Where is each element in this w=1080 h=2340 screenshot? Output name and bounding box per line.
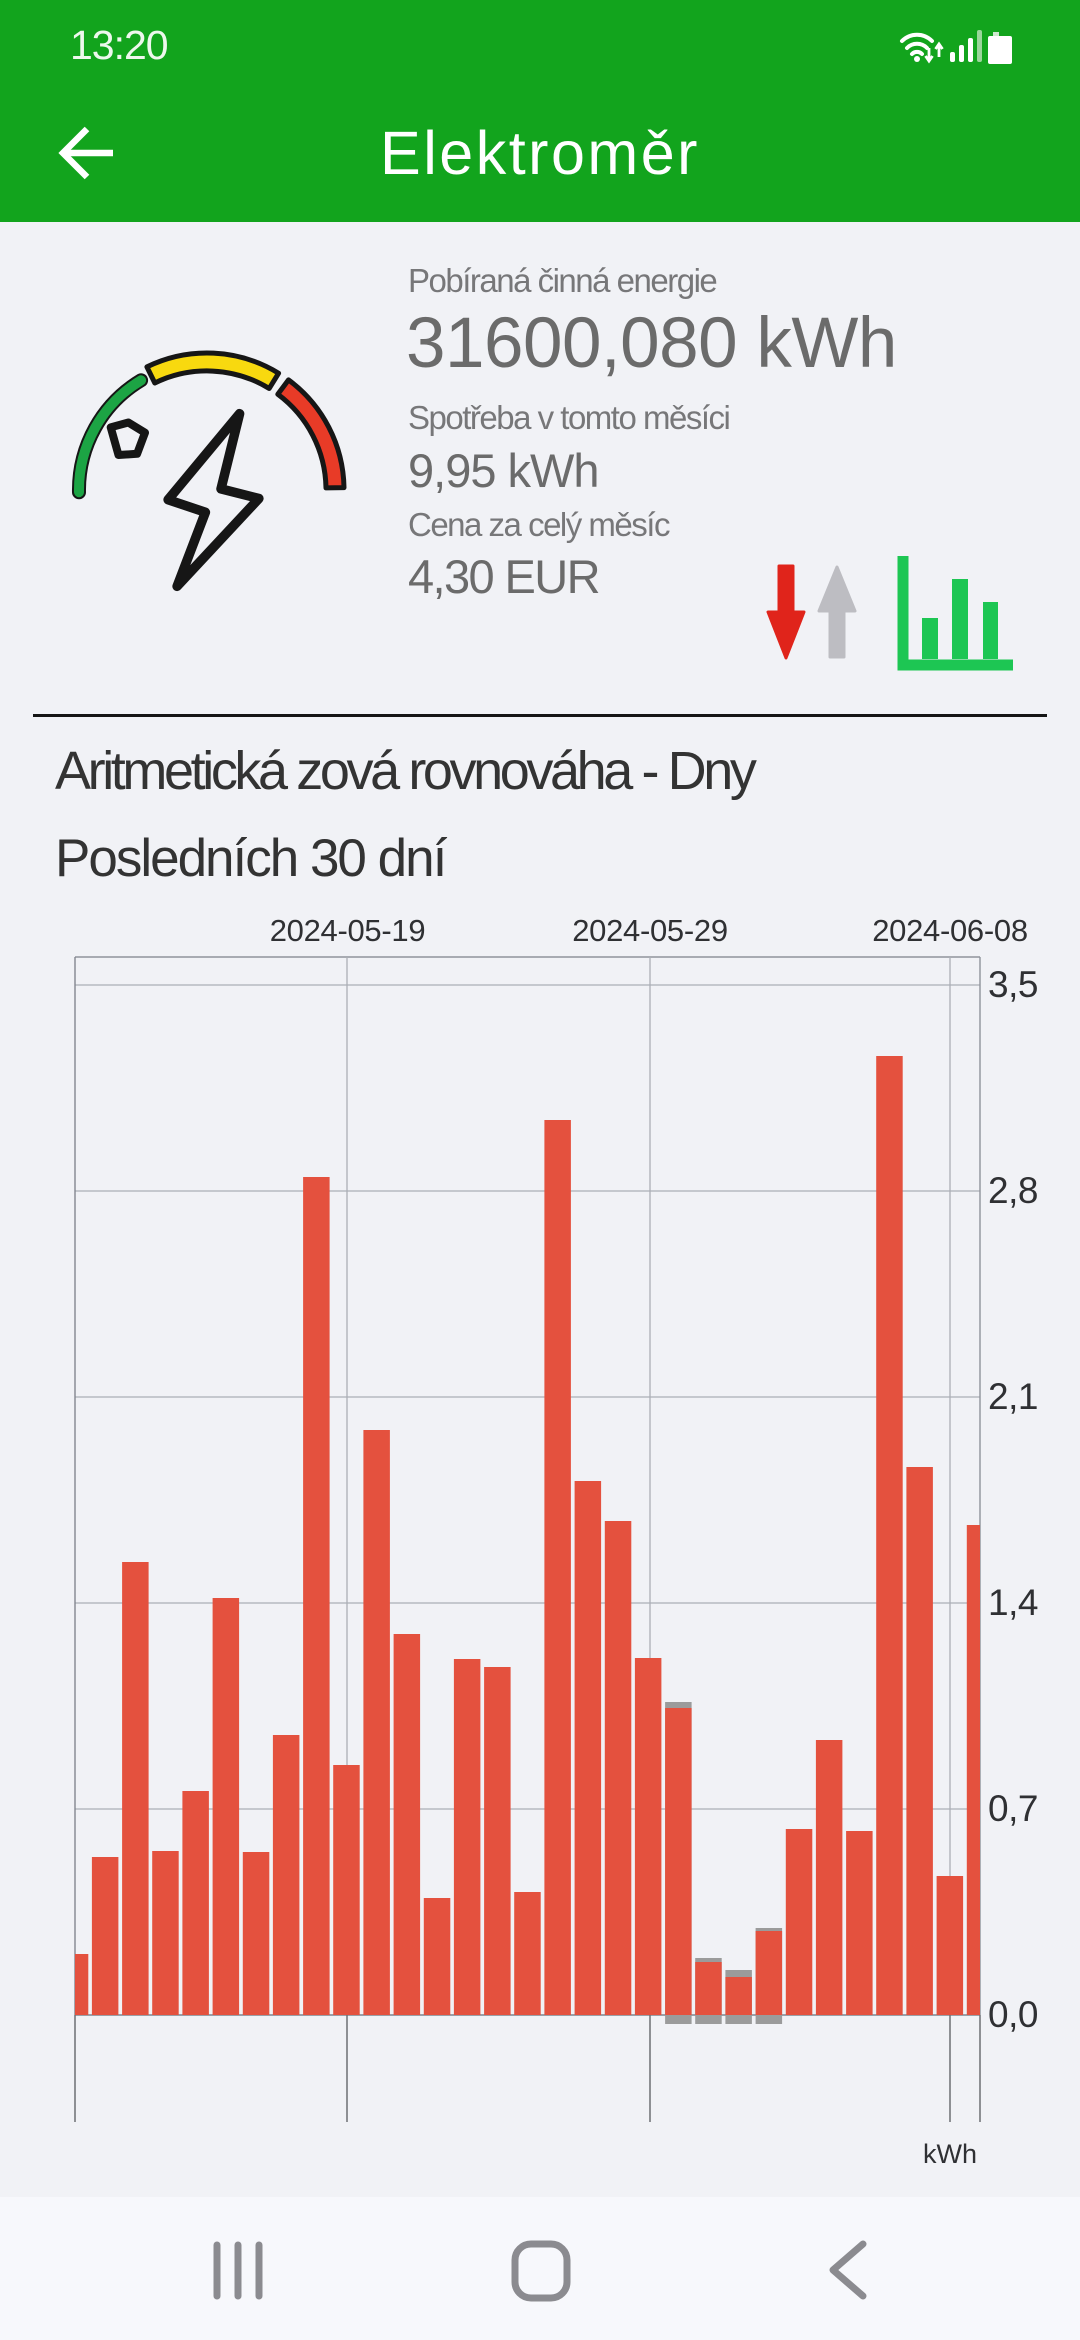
svg-text:2024-06-08: 2024-06-08 — [872, 913, 1028, 948]
svg-text:2024-05-29: 2024-05-29 — [572, 913, 728, 948]
svg-text:kWh: kWh — [923, 2139, 977, 2169]
svg-text:2,8: 2,8 — [988, 1170, 1038, 1211]
svg-text:2024-05-19: 2024-05-19 — [270, 913, 426, 948]
svg-text:1,4: 1,4 — [988, 1582, 1038, 1623]
svg-text:2,1: 2,1 — [988, 1376, 1038, 1417]
svg-text:0,7: 0,7 — [988, 1788, 1038, 1829]
svg-text:3,5: 3,5 — [988, 964, 1038, 1005]
svg-text:0,0: 0,0 — [988, 1994, 1038, 2035]
